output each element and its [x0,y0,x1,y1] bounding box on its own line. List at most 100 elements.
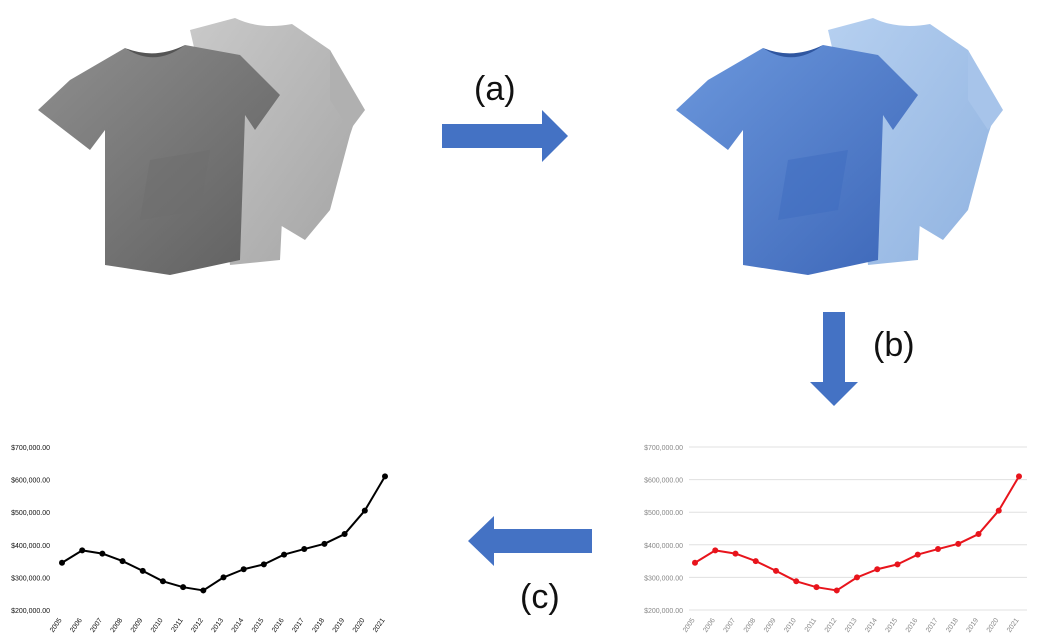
arrow-right-icon [442,110,568,162]
chart-red-container: $200,000.00 $300,000.00 $400,000.00 $500,00… [636,436,1036,636]
arrow-b-shape [810,312,858,406]
tshirt-pair-colorized-icon [676,18,1003,275]
data-point [995,507,1002,514]
data-point [220,574,227,581]
data-point [180,584,187,591]
step-c-label: (c) [520,578,560,616]
data-point [321,540,328,547]
arrow-right-a [442,110,568,162]
x-tick-label: 2012 [824,617,839,634]
x-tick-label: 2020 [986,617,1001,634]
x-tick-label: 2019 [332,617,347,634]
grayscale-tshirt-image [30,10,370,280]
x-tick-label: 2017 [925,617,940,634]
x-tick-label: 2015 [884,617,899,634]
data-point [200,587,207,594]
data-point [99,550,106,557]
x-tick-label: 2010 [150,617,165,634]
colorized-tshirt-image [668,10,1013,282]
line-chart-red: $200,000.00 $300,000.00 $400,000.00 $500,00… [644,445,1027,634]
x-tick-label: 2011 [804,617,818,633]
y-tick-label: $300,000.00 [644,575,683,582]
x-tick-label: 2006 [702,617,717,634]
y-tick-label: $400,000.00 [644,543,683,550]
data-point [281,551,288,558]
x-tick-label: 2018 [311,617,326,634]
x-tick-label: 2012 [190,617,205,634]
data-point [361,507,368,514]
data-point [935,546,941,553]
x-tick-label: 2013 [844,617,859,634]
data-point [159,578,166,585]
data-point [813,584,820,591]
data-point [260,561,267,568]
data-point [793,578,800,585]
y-tick-label: $500,000.00 [11,510,50,517]
arrow-c-shape [468,516,592,566]
x-tick-label: 2005 [49,617,64,634]
data-point [732,550,739,557]
x-tick-label: 2016 [905,617,920,634]
x-tick-label: 2014 [864,617,879,634]
arrow-left-c [468,516,592,566]
x-tick-label: 2008 [743,617,758,634]
step-b-label: (b) [873,326,915,364]
data-point [341,531,348,538]
data-point [119,558,126,565]
y-tick-label: $700,000.00 [644,445,683,452]
x-tick-label: 2009 [130,617,145,634]
arrow-down-b [810,312,858,406]
step-a-label: (a) [474,70,516,108]
data-point [833,587,840,594]
x-tick-label: 2010 [783,617,798,634]
y-tick-label: $200,000.00 [644,608,683,615]
data-point [955,540,962,547]
x-tick-label: 2021 [372,617,387,634]
data-point [773,567,779,574]
data-point [301,546,308,553]
series-line [694,475,1020,592]
x-tick-label: 2009 [763,617,778,634]
y-tick-label: $700,000.00 [11,445,50,452]
y-tick-label: $300,000.00 [11,575,50,582]
x-tick-label: 2018 [945,617,960,634]
data-point [1016,473,1022,480]
x-tick-label: 2019 [965,617,980,634]
data-point [382,473,388,480]
x-tick-label: 2007 [89,617,104,634]
x-tick-label: 2020 [352,617,367,634]
x-tick-label: 2021 [1006,617,1021,634]
data-point [975,531,982,538]
data-point [240,566,247,573]
y-tick-label: $200,000.00 [11,608,50,615]
chart-black-container: $200,000.00 $300,000.00 $400,000.00 $500,00… [4,436,394,636]
arrow-left-icon [468,516,592,566]
series-line [61,475,386,592]
data-point [79,547,86,554]
data-point [752,558,759,565]
data-point [894,561,901,568]
arrow-down-icon [810,312,858,406]
data-point [874,566,881,573]
data-point [712,547,719,554]
x-tick-label: 2007 [722,617,737,634]
data-point [914,551,921,558]
y-tick-label: $600,000.00 [644,478,683,485]
y-tick-label: $500,000.00 [644,510,683,517]
x-tick-label: 2015 [251,617,266,634]
y-tick-label: $400,000.00 [11,543,50,550]
data-point [59,559,65,566]
x-tick-label: 2014 [231,617,246,634]
x-tick-label: 2016 [271,617,286,634]
data-point [692,559,698,566]
data-point [854,574,860,581]
x-tick-label: 2008 [110,617,125,634]
line-chart-black: $200,000.00 $300,000.00 $400,000.00 $500,00… [11,445,388,634]
data-point [139,567,146,574]
x-tick-label: 2011 [170,617,184,633]
x-tick-label: 2005 [682,617,697,634]
arrow-a-shape [442,110,568,162]
tshirt-pair-grayscale-icon [38,18,365,275]
y-tick-label: $600,000.00 [11,478,50,485]
x-tick-label: 2017 [291,617,306,634]
